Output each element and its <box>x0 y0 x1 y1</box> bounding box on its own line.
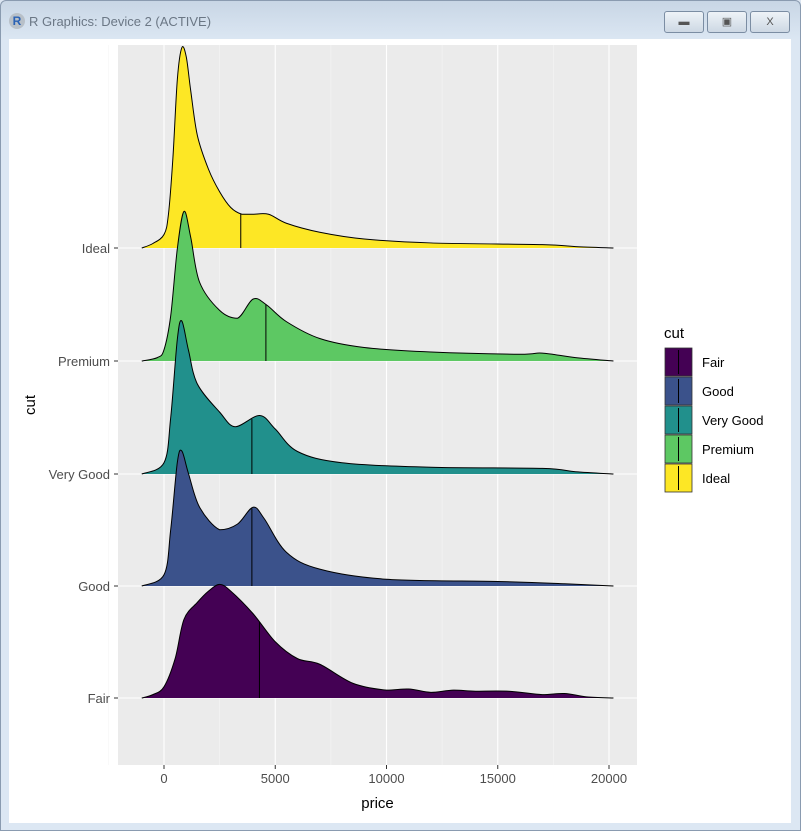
x-tick-label: 10000 <box>368 771 404 786</box>
y-axis-title: cut <box>22 394 39 415</box>
minimize-button[interactable]: ▬ <box>664 11 704 33</box>
window-title: R Graphics: Device 2 (ACTIVE) <box>29 14 212 29</box>
r-logo-icon: R <box>9 13 25 29</box>
density-outline <box>141 449 614 587</box>
density-outline <box>141 583 614 699</box>
density-outline <box>141 46 614 249</box>
legend-label: Good <box>702 384 734 399</box>
x-tick-label: 15000 <box>480 771 516 786</box>
density-ridge-good <box>141 450 614 586</box>
density-outline <box>141 210 614 362</box>
y-tick-label: Premium <box>58 354 110 369</box>
density-ridge-very-good <box>141 320 614 474</box>
x-tick-label: 0 <box>160 771 167 786</box>
close-button[interactable]: X <box>750 11 790 33</box>
density-ridge-premium <box>141 211 614 361</box>
x-tick-label: 5000 <box>261 771 290 786</box>
legend-label: Very Good <box>702 413 763 428</box>
legend-label: Premium <box>702 442 754 457</box>
legend-label: Ideal <box>702 471 730 486</box>
y-tick-label: Good <box>78 579 110 594</box>
y-tick-label: Fair <box>88 691 111 706</box>
x-tick-label: 20000 <box>591 771 627 786</box>
x-axis-title: price <box>361 795 394 812</box>
density-outline <box>141 320 614 475</box>
y-tick-label: Ideal <box>82 241 110 256</box>
legend-title: cut <box>664 325 685 342</box>
y-tick-label: Very Good <box>49 467 110 482</box>
legend-label: Fair <box>702 355 725 370</box>
maximize-button[interactable]: ▣ <box>707 11 747 33</box>
